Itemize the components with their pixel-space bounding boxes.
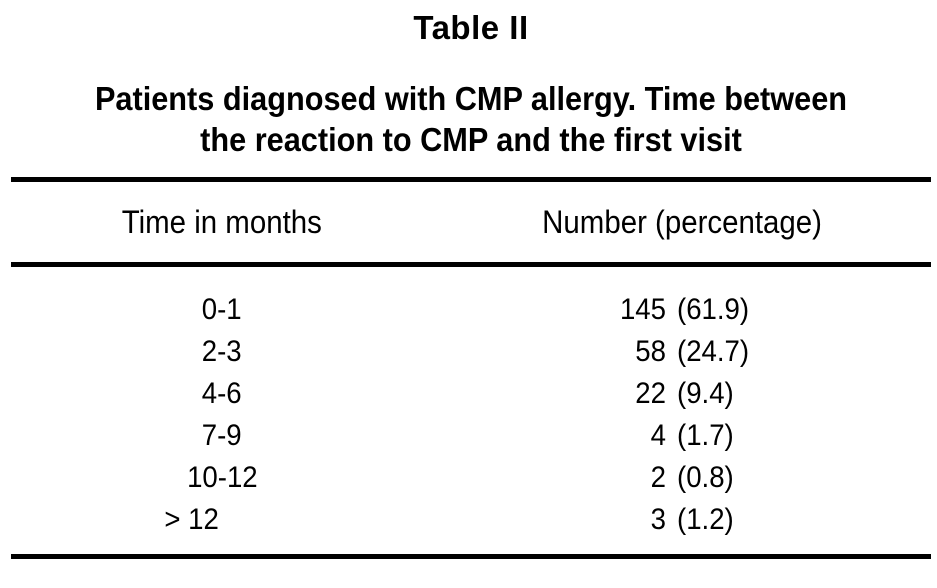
column-header-time: Time in months <box>11 204 433 241</box>
number-cell: 58 (24.7) <box>433 331 931 373</box>
column-header-number-label: Number (percentage) <box>542 203 822 240</box>
time-cell: 4-6 <box>11 373 433 415</box>
table-row: > 12 3 (1.2) <box>11 499 931 541</box>
percentage-value: (1.2) <box>677 503 734 536</box>
column-header-time-label: Time in months <box>121 203 323 240</box>
count-value: 145 <box>619 293 666 326</box>
time-value: 7-9 <box>202 419 242 452</box>
number-cell: 3 (1.2) <box>433 499 931 541</box>
time-value: > 12 <box>164 503 220 536</box>
number-cell: 2 (0.8) <box>433 457 931 499</box>
table-header-row: Time in months Number (percentage) <box>11 182 931 262</box>
time-value: 10-12 <box>186 461 258 494</box>
table-body: 0-1 145 (61.9) 2-3 58 (24.7) 4-6 22 (9.4) 7… <box>11 267 931 554</box>
percentage-value: (0.8) <box>677 461 734 494</box>
count-value: 2 <box>650 461 666 494</box>
table-row: 4-6 22 (9.4) <box>11 373 931 415</box>
table-row: 7-9 4 (1.7) <box>11 415 931 457</box>
time-value: 2-3 <box>202 335 242 368</box>
table-row: 10-12 2 (0.8) <box>11 457 931 499</box>
bottom-rule <box>11 554 931 559</box>
time-cell: 2-3 <box>11 331 433 373</box>
table-caption: Patients diagnosed with CMP allergy. Tim… <box>11 78 931 160</box>
table-figure: Table II Patients diagnosed with CMP all… <box>11 10 931 559</box>
table-row: 0-1 145 (61.9) <box>11 289 931 331</box>
caption-line-2: the reaction to CMP and the first visit <box>200 121 742 158</box>
count-value: 3 <box>650 503 666 536</box>
percentage-value: (24.7) <box>677 335 750 368</box>
time-cell: 0-1 <box>11 289 433 331</box>
table-label: Table II <box>413 9 529 46</box>
count-value: 22 <box>635 377 666 410</box>
time-cell: > 12 <box>0 499 403 541</box>
percentage-value: (9.4) <box>677 377 734 410</box>
number-cell: 4 (1.7) <box>433 415 931 457</box>
percentage-value: (1.7) <box>677 419 734 452</box>
column-header-number: Number (percentage) <box>433 204 931 241</box>
count-value: 58 <box>635 335 666 368</box>
percentage-value: (61.9) <box>677 293 750 326</box>
time-cell: 7-9 <box>11 415 433 457</box>
caption-line-1: Patients diagnosed with CMP allergy. Tim… <box>94 80 848 117</box>
top-rule <box>11 177 931 182</box>
time-value: 4-6 <box>202 377 242 410</box>
count-value: 4 <box>650 419 666 452</box>
number-cell: 145 (61.9) <box>433 289 931 331</box>
time-cell: 10-12 <box>11 457 433 499</box>
header-rule <box>11 262 931 267</box>
table-row: 2-3 58 (24.7) <box>11 331 931 373</box>
number-cell: 22 (9.4) <box>433 373 931 415</box>
time-value: 0-1 <box>202 293 242 326</box>
